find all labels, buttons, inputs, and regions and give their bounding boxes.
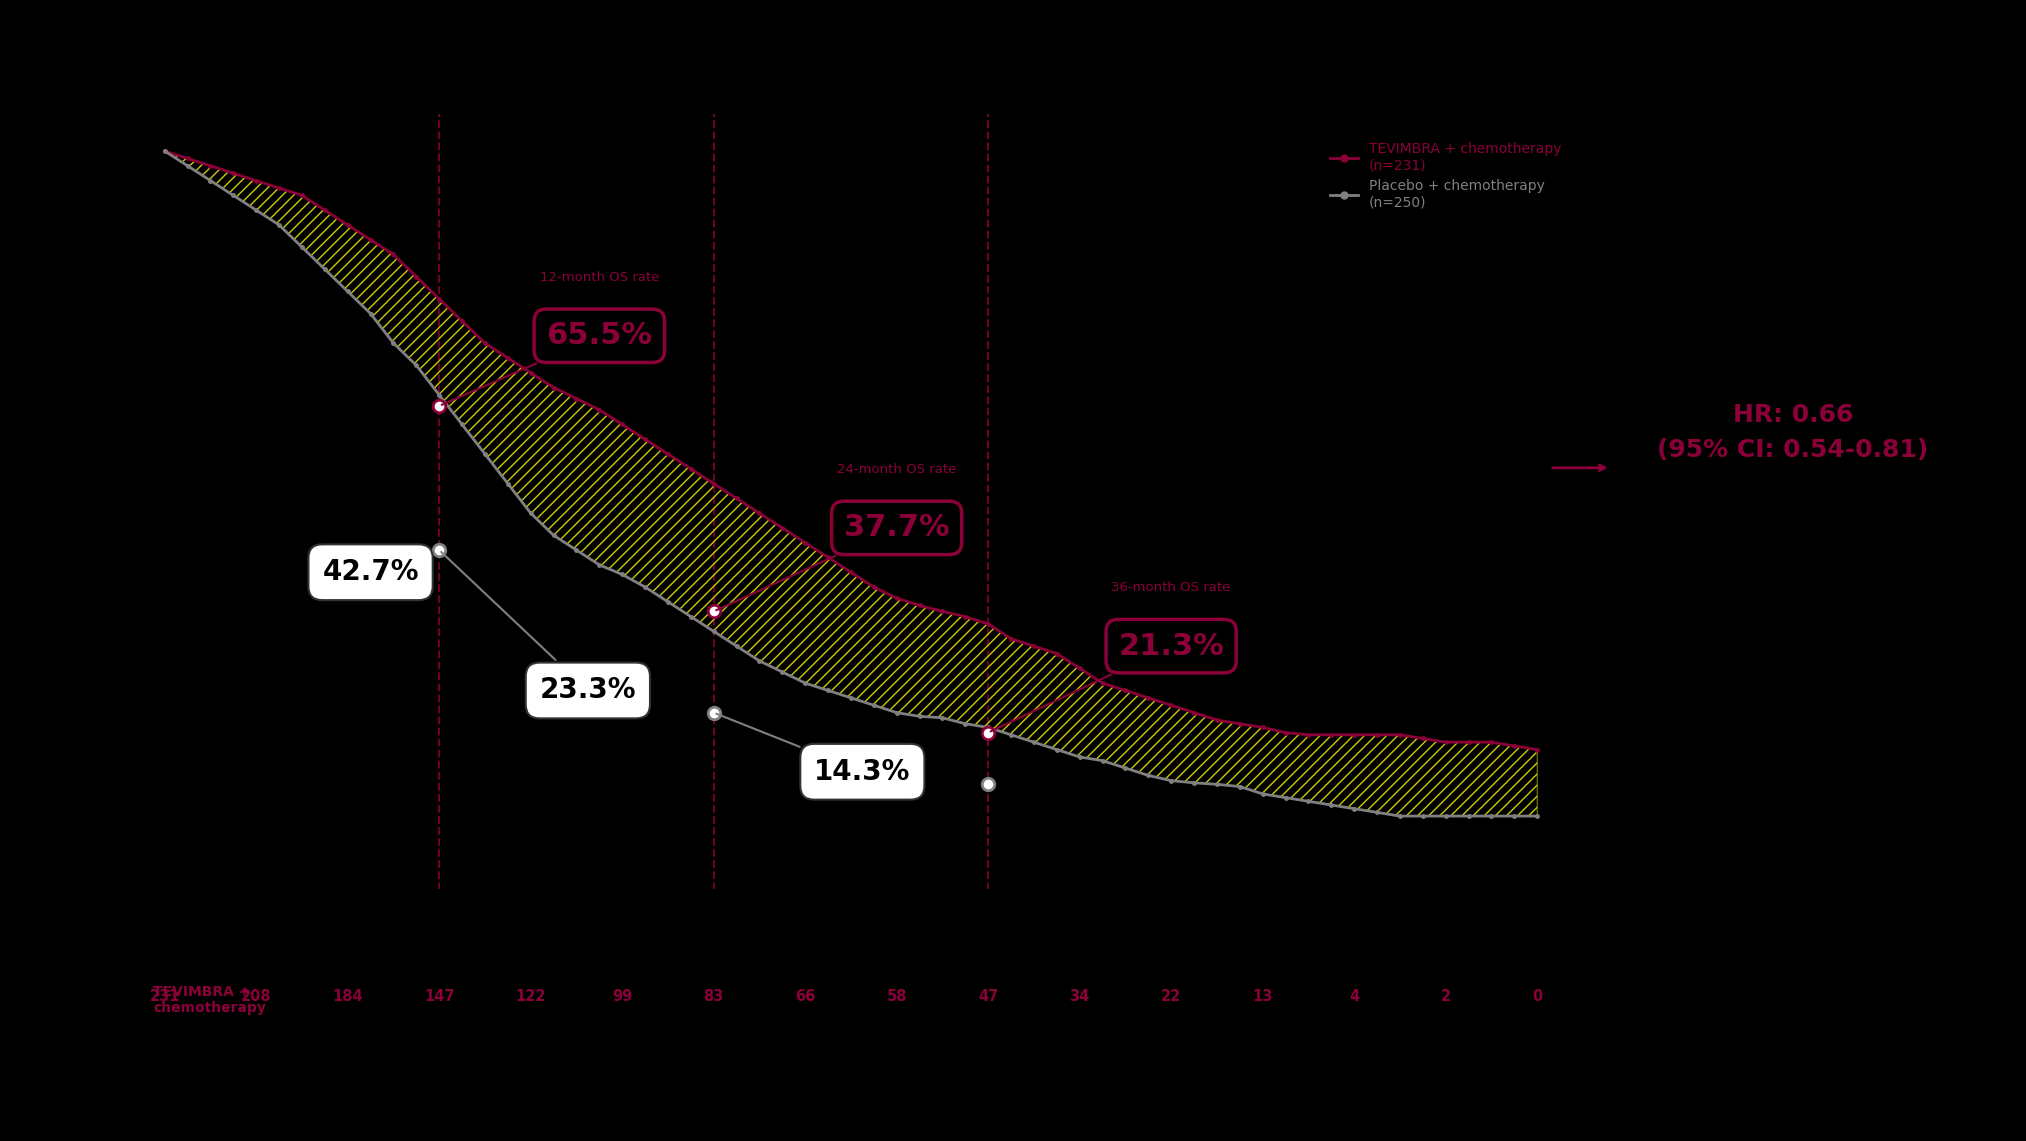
Text: 0: 0 [1532,989,1542,1004]
Placebo + chemotherapy
(n=250) [1388,809,1412,823]
Text: 147: 147 [423,989,454,1004]
Text: TEVIMBRA +
chemotherapy: TEVIMBRA + chemotherapy [154,985,265,1014]
Text: 24-month OS rate: 24-month OS rate [837,463,956,476]
Text: 152: 152 [334,1065,361,1079]
Text: 13: 13 [1252,989,1272,1004]
Legend: TEVIMBRA + chemotherapy
(n=231), Placebo + chemotherapy
(n=250): TEVIMBRA + chemotherapy (n=231), Placebo… [1325,137,1568,215]
Text: 34: 34 [1070,989,1090,1004]
Placebo + chemotherapy
(n=250) [427,388,452,402]
Text: 99: 99 [612,989,632,1004]
Text: 24: 24 [1070,1065,1088,1079]
TEVIMBRA + chemotherapy
(n=231) [1526,743,1550,756]
Text: 29: 29 [979,1065,997,1079]
Text: HR: 0.66
(95% CI: 0.54-0.81): HR: 0.66 (95% CI: 0.54-0.81) [1657,403,1929,462]
Text: 68: 68 [614,1065,632,1079]
Y-axis label: Overall survival (%): Overall survival (%) [75,403,91,601]
Placebo + chemotherapy
(n=250) [472,447,496,461]
Text: 83: 83 [703,989,723,1004]
Text: 12-month OS rate: 12-month OS rate [539,272,658,284]
Text: 53: 53 [705,1065,723,1079]
Text: Placebo +
chemotherapy: Placebo + chemotherapy [154,1061,255,1091]
Text: 66: 66 [794,989,814,1004]
Text: 211: 211 [243,1065,269,1079]
Text: 4: 4 [1349,989,1359,1004]
Text: 2: 2 [1349,1065,1359,1079]
Placebo + chemotherapy
(n=250) [1526,809,1550,823]
Text: 208: 208 [241,989,271,1004]
Text: 231: 231 [150,989,180,1004]
Text: 84: 84 [521,1065,541,1079]
Placebo + chemotherapy
(n=250) [152,144,176,157]
Text: 0: 0 [1440,1065,1451,1079]
Placebo + chemotherapy
(n=250) [977,721,1001,735]
TEVIMBRA + chemotherapy
(n=231) [472,337,496,350]
Text: 16: 16 [1161,1065,1181,1079]
Text: 184: 184 [332,989,363,1004]
Line: Placebo + chemotherapy
(n=250): Placebo + chemotherapy (n=250) [162,149,1540,818]
Text: 22: 22 [1161,989,1181,1004]
Text: 58: 58 [887,989,908,1004]
TEVIMBRA + chemotherapy
(n=231) [1341,728,1366,742]
Text: 0: 0 [1532,1065,1542,1079]
X-axis label: Time (months): Time (months) [770,925,932,945]
TEVIMBRA + chemotherapy
(n=231) [977,617,1001,631]
Text: 39: 39 [887,1065,906,1079]
Text: 65.5%: 65.5% [442,322,652,405]
Text: 14.3%: 14.3% [717,713,910,786]
Text: 23.3%: 23.3% [442,552,636,704]
Text: 36-month OS rate: 36-month OS rate [1112,582,1232,594]
TEVIMBRA + chemotherapy
(n=231) [632,432,656,446]
Text: Number of patients at risk: Number of patients at risk [154,929,355,945]
Text: 47: 47 [979,989,999,1004]
Text: 9: 9 [1258,1065,1268,1079]
Text: 44: 44 [796,1065,814,1079]
Placebo + chemotherapy
(n=250) [632,580,656,593]
Text: 21.3%: 21.3% [991,632,1224,731]
Text: 37.7%: 37.7% [717,513,950,610]
Text: 250: 250 [150,1065,178,1079]
Text: 2: 2 [1440,989,1451,1004]
TEVIMBRA + chemotherapy
(n=231) [885,591,910,605]
Text: 101: 101 [425,1065,454,1079]
Placebo + chemotherapy
(n=250) [1341,802,1366,816]
Text: 122: 122 [515,989,545,1004]
Line: TEVIMBRA + chemotherapy
(n=231): TEVIMBRA + chemotherapy (n=231) [162,149,1540,751]
TEVIMBRA + chemotherapy
(n=231) [152,144,176,157]
Text: 42.7%: 42.7% [322,558,419,586]
TEVIMBRA + chemotherapy
(n=231) [427,292,452,306]
Placebo + chemotherapy
(n=250) [885,706,910,720]
